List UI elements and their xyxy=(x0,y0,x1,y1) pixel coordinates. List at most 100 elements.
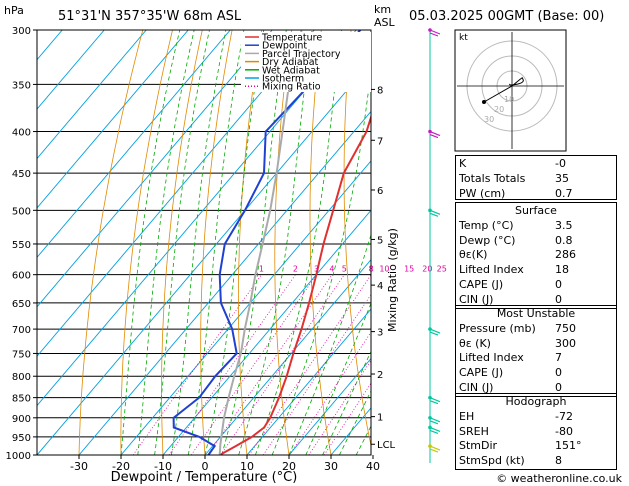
altitude-tick-label: 8 xyxy=(377,85,383,96)
mixing-ratio-line xyxy=(207,274,333,455)
isotherm-line xyxy=(37,30,147,160)
dry-adiabat-line xyxy=(78,30,144,455)
mixing-ratio-label: 25 xyxy=(437,265,447,274)
index-row: PW (cm) 0.7 xyxy=(456,187,616,202)
mixing-ratio-label: 15 xyxy=(404,265,414,274)
wet-adiabat-line xyxy=(154,30,210,455)
isotherm-line xyxy=(204,259,371,455)
mixing-ratio-label: 4 xyxy=(329,265,334,274)
isotherm-line xyxy=(37,30,63,61)
wind-dot xyxy=(428,208,432,213)
most-unstable-value: 750 xyxy=(555,321,576,335)
series-temperature xyxy=(219,114,371,455)
wind-dot xyxy=(428,425,432,430)
altitude-tick-label: 1 xyxy=(377,413,383,424)
surface-row: Lifted Index 18 xyxy=(456,263,616,278)
legend-entry: Isotherm xyxy=(262,74,304,85)
hpa-label: hPa xyxy=(4,4,24,17)
most-unstable-table: Most Unstable Pressure (mb) 750 θε (K) 300 Li… xyxy=(455,305,617,397)
surface-label: Lifted Index xyxy=(459,263,524,277)
wet-adiabat-line xyxy=(137,30,195,455)
surface-label: Dewp (°C) xyxy=(459,233,516,247)
most-unstable-label: CIN (J) xyxy=(459,380,494,394)
most-unstable-row: Pressure (mb) 750 xyxy=(456,322,616,337)
dry-adiabat-line xyxy=(274,30,292,455)
altitude-tick-label: 7 xyxy=(377,136,383,147)
pressure-tick-label: 350 xyxy=(12,80,31,91)
index-label: Totals Totals xyxy=(459,171,526,185)
temperature-tick-label: 0 xyxy=(202,460,209,473)
isotherm-line xyxy=(37,30,189,209)
hodograph-row: StmDir 151° xyxy=(456,439,616,454)
mixing-ratio-line xyxy=(289,331,371,455)
surface-label: CAPE (J) xyxy=(459,277,504,291)
hodograph-kt-label: kt xyxy=(459,33,468,43)
hodograph-ring-label: 30 xyxy=(484,115,494,124)
surface-value: 3.5 xyxy=(555,218,573,232)
most-unstable-label: Pressure (mb) xyxy=(459,321,536,335)
location-title: 51°31'N 357°35'W 68m ASL xyxy=(58,9,242,24)
surface-title: Surface xyxy=(515,204,557,217)
surface-row: Temp (°C) 3.5 xyxy=(456,219,616,234)
hodograph-value: -80 xyxy=(555,424,573,438)
pressure-tick-label: 950 xyxy=(12,433,31,444)
hodograph-ring-label: 10 xyxy=(504,95,514,104)
wind-dot xyxy=(428,416,432,420)
legend-entry: Mixing Ratio xyxy=(262,82,321,93)
dry-adiabat-line xyxy=(409,30,457,455)
indices-table: K -0 Totals Totals 35 PW (cm) 0.7 xyxy=(455,155,617,200)
isotherm-line xyxy=(37,30,315,357)
hodograph-value: -72 xyxy=(555,409,573,423)
x-axis-label: Dewpoint / Temperature (°C) xyxy=(111,470,298,485)
mixing-ratio-line xyxy=(220,274,345,455)
most-unstable-value: 7 xyxy=(555,351,562,365)
most-unstable-value: 300 xyxy=(555,336,576,350)
most-unstable-label: CAPE (J) xyxy=(459,366,504,380)
dry-adiabat-line xyxy=(161,30,203,455)
mixing-ratio-label: 3 xyxy=(314,265,319,274)
hodograph-label: StmSpd (kt) xyxy=(459,454,525,468)
surface-label: CIN (J) xyxy=(459,292,494,306)
altitude-tick-label: 2 xyxy=(377,370,383,381)
index-label: K xyxy=(459,157,467,170)
most-unstable-row: CIN (J) 0 xyxy=(456,381,616,396)
surface-table: Surface Temp (°C) 3.5 Dewp (°C) 0.8 θε(K) 286 L… xyxy=(455,202,617,309)
isotherm-line xyxy=(37,61,371,455)
wind-dot xyxy=(428,327,432,331)
temperature-tick-label: 40 xyxy=(366,460,380,473)
isotherm-line xyxy=(37,30,231,259)
dry-adiabat-line xyxy=(309,30,332,455)
surface-label: Temp (°C) xyxy=(459,218,514,232)
surface-value: 18 xyxy=(555,263,569,277)
mixing-ratio-line xyxy=(168,274,296,455)
pressure-tick-label: 800 xyxy=(12,372,31,383)
mixing-ratio-line xyxy=(190,274,317,455)
mixing-ratio-label: 5 xyxy=(342,265,347,274)
index-value: 35 xyxy=(555,171,569,185)
mixing-ratio-label: 20 xyxy=(422,265,432,274)
datetime-title: 05.03.2025 00GMT (Base: 00) xyxy=(409,9,604,24)
wind-dot xyxy=(428,28,432,32)
most-unstable-row: CAPE (J) 0 xyxy=(456,366,616,381)
legend-entry: Dewpoint xyxy=(262,41,307,52)
altitude-tick-label: 6 xyxy=(377,186,383,197)
hodograph-label: EH xyxy=(459,409,475,423)
hodograph-title: Hodograph xyxy=(505,395,567,408)
hodograph-frame xyxy=(454,29,567,152)
pressure-tick-label: 850 xyxy=(12,394,31,405)
mixing-ratio-label: 1 xyxy=(259,265,264,274)
pressure-tick-label: 500 xyxy=(12,206,31,217)
km-label: km xyxy=(374,3,391,16)
surface-row: Dewp (°C) 0.8 xyxy=(456,234,616,249)
pressure-tick-label: 300 xyxy=(12,26,31,37)
isotherm-line xyxy=(246,308,371,455)
hodograph-trace xyxy=(483,77,524,103)
altitude-tick-label: 3 xyxy=(377,328,383,339)
mixing-ratio-line xyxy=(262,293,371,455)
pressure-tick-label: 550 xyxy=(12,240,31,251)
plot-frame xyxy=(36,29,372,456)
pressure-tick-label: 1000 xyxy=(6,451,31,462)
most-unstable-title: Most Unstable xyxy=(496,307,576,320)
isotherm-line xyxy=(37,30,105,110)
surface-value: 0.8 xyxy=(555,233,573,247)
